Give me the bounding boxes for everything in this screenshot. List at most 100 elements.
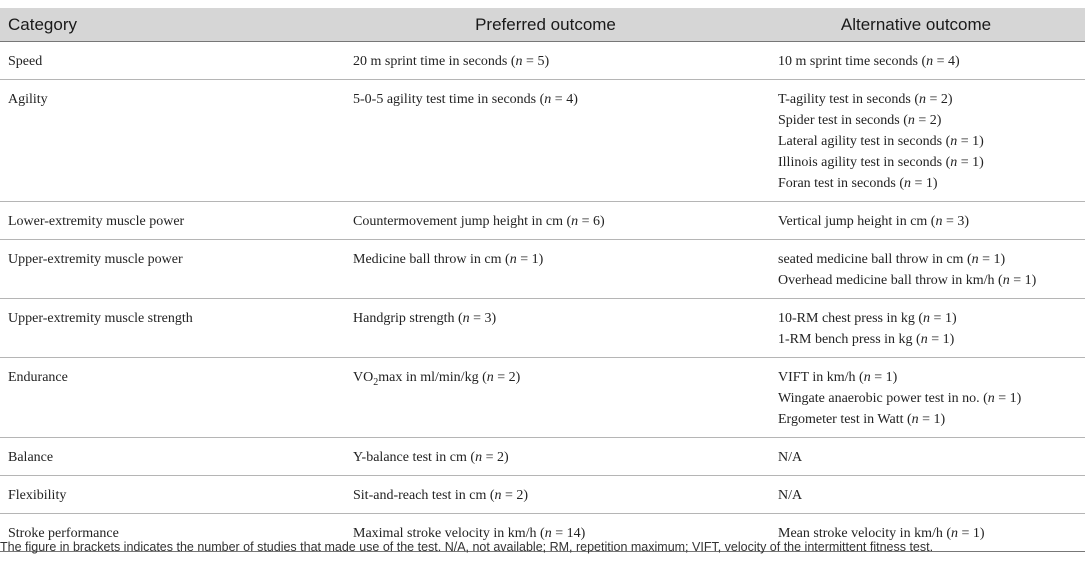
preferred-outcome-cell: Maximal stroke velocity in km/h (n = 14): [344, 513, 747, 552]
category-cell: Upper-extremity muscle power: [0, 239, 344, 299]
study-count-value: = 14): [551, 526, 586, 541]
alternative-outcome-cell: seated medicine ball throw in cm (n = 1)…: [747, 239, 1085, 299]
study-count-label: n: [920, 332, 928, 347]
alternative-outcome: Overhead medicine ball throw in km/h (n …: [778, 270, 1085, 291]
preferred-outcome: 5-0-5 agility test time in seconds (n = …: [353, 89, 747, 110]
preferred-outcome: Y-balance test in cm (n = 2): [353, 447, 747, 468]
preferred-outcome-cell: 20 m sprint time in seconds (n = 5): [344, 41, 747, 80]
outcome-text: Foran test in seconds (: [778, 176, 904, 191]
alternative-outcome: 1-RM bench press in kg (n = 1): [778, 329, 1085, 350]
study-count-label: n: [926, 54, 934, 69]
study-count-label: n: [950, 155, 958, 170]
table-footnote: The figure in brackets indicates the num…: [0, 540, 934, 554]
header-preferred-outcome: Preferred outcome: [344, 8, 747, 42]
outcome-text: Medicine ball throw in cm (: [353, 252, 510, 267]
outcome-text: Countermovement jump height in cm (: [353, 214, 572, 229]
table-row: Upper-extremity muscle strength Handgrip …: [0, 298, 1085, 358]
study-count-label: n: [951, 526, 959, 541]
outcome-text: Mean stroke velocity in km/h (: [778, 526, 952, 541]
study-count-label: n: [571, 214, 579, 229]
study-count-value: = 2): [493, 370, 521, 385]
table-row: Endurance VO2max in ml/min/kg (n = 2) VIFT…: [0, 357, 1085, 438]
alternative-outcome: N/A: [778, 485, 1085, 506]
header-row: Category Preferred outcome Alternative o…: [0, 8, 1085, 42]
study-count-label: n: [544, 526, 552, 541]
study-count-label: n: [919, 92, 927, 107]
study-count-value: = 2): [482, 450, 509, 465]
outcome-text: Maximal stroke velocity in km/h (: [353, 526, 545, 541]
study-count-value: = 1): [1009, 273, 1037, 288]
alternative-outcome: Ergometer test in Watt (n = 1): [778, 409, 1085, 430]
study-count-value: = 1): [918, 412, 946, 427]
study-count-value: = 1): [910, 176, 938, 191]
outcome-text: 10 m sprint time seconds (: [778, 54, 927, 69]
table-row: Speed 20 m sprint time in seconds (n = 5)…: [0, 41, 1085, 80]
header-category: Category: [0, 8, 344, 42]
alternative-outcome: 10 m sprint time seconds (n = 4): [778, 51, 1085, 72]
alternative-outcome-cell: Mean stroke velocity in km/h (n = 1): [747, 513, 1085, 552]
outcome-text: Sit-and-reach test in cm (: [353, 488, 495, 503]
study-count-value: = 1): [516, 252, 544, 267]
alternative-outcome: T-agility test in seconds (n = 2): [778, 89, 1085, 110]
outcome-text: T-agility test in seconds (: [778, 92, 920, 107]
study-count-label: n: [935, 214, 943, 229]
study-count-value: = 4): [933, 54, 960, 69]
category-cell: Speed: [0, 41, 344, 80]
study-count-label: n: [515, 54, 523, 69]
outcome-text: VIFT in km/h (: [778, 370, 864, 385]
alternative-outcome: Mean stroke velocity in km/h (n = 1): [778, 523, 1085, 544]
preferred-outcome: 20 m sprint time in seconds (n = 5): [353, 51, 747, 72]
alternative-outcome: Lateral agility test in seconds (n = 1): [778, 131, 1085, 152]
outcome-text: seated medicine ball throw in cm (: [778, 252, 972, 267]
study-count-value: = 1): [870, 370, 898, 385]
outcome-text: 20 m sprint time in seconds (: [353, 54, 516, 69]
study-count-label: n: [494, 488, 502, 503]
outcome-text: Illinois agility test in seconds (: [778, 155, 951, 170]
preferred-outcome-cell: VO2max in ml/min/kg (n = 2): [344, 357, 747, 438]
study-count-value: = 1): [957, 134, 984, 149]
study-count-value: = 5): [522, 54, 550, 69]
table-row: Agility 5-0-5 agility test time in second…: [0, 79, 1085, 202]
table-header: Category Preferred outcome Alternative o…: [0, 8, 1085, 42]
alternative-outcome-cell: N/A: [747, 475, 1085, 514]
preferred-outcome-cell: Medicine ball throw in cm (n = 1): [344, 239, 747, 299]
study-count-label: n: [475, 450, 483, 465]
study-count-value: = 2): [926, 92, 953, 107]
table-row: Stroke performance Maximal stroke velocit…: [0, 513, 1085, 552]
study-count-label: n: [950, 134, 958, 149]
study-count-value: = 3): [942, 214, 970, 229]
preferred-outcome: Sit-and-reach test in cm (n = 2): [353, 485, 747, 506]
category-cell: Balance: [0, 437, 344, 476]
outcome-text: 1-RM bench press in kg (: [778, 332, 921, 347]
outcome-text: N/A: [778, 488, 803, 503]
alternative-outcome: Foran test in seconds (n = 1): [778, 173, 1085, 194]
category-cell: Endurance: [0, 357, 344, 438]
preferred-outcome-cell: 5-0-5 agility test time in seconds (n = …: [344, 79, 747, 202]
study-count-value: = 1): [930, 311, 957, 326]
outcome-text: Vertical jump height in cm (: [778, 214, 936, 229]
study-count-value: = 3): [469, 311, 497, 326]
preferred-outcome: Medicine ball throw in cm (n = 1): [353, 249, 747, 270]
alternative-outcome-cell: VIFT in km/h (n = 1) Wingate anaerobic po…: [747, 357, 1085, 438]
preferred-outcome-cell: Handgrip strength (n = 3): [344, 298, 747, 358]
alternative-outcome: Wingate anaerobic power test in no. (n =…: [778, 388, 1085, 409]
study-count-label: n: [509, 252, 517, 267]
alternative-outcome-cell: Vertical jump height in cm (n = 3): [747, 201, 1085, 240]
study-count-label: n: [486, 370, 494, 385]
category-cell: Lower-extremity muscle power: [0, 201, 344, 240]
preferred-outcome-cell: Countermovement jump height in cm (n = 6…: [344, 201, 747, 240]
alternative-outcome: Spider test in seconds (n = 2): [778, 110, 1085, 131]
outcome-text: 10-RM chest press in kg (: [778, 311, 924, 326]
preferred-outcome: Maximal stroke velocity in km/h (n = 14): [353, 523, 747, 544]
outcomes-table: Category Preferred outcome Alternative o…: [0, 8, 1085, 552]
study-count-value: = 1): [927, 332, 955, 347]
header-alternative-outcome: Alternative outcome: [747, 8, 1085, 42]
preferred-outcome: VO2max in ml/min/kg (n = 2): [353, 367, 747, 388]
outcome-text: Y-balance test in cm (: [353, 450, 476, 465]
table-row: Upper-extremity muscle power Medicine bal…: [0, 239, 1085, 299]
table-row: Flexibility Sit-and-reach test in cm (n =…: [0, 475, 1085, 514]
study-count-label: n: [462, 311, 470, 326]
outcome-text: N/A: [778, 450, 803, 465]
preferred-outcome: Handgrip strength (n = 3): [353, 308, 747, 329]
outcome-text: Ergometer test in Watt (: [778, 412, 912, 427]
